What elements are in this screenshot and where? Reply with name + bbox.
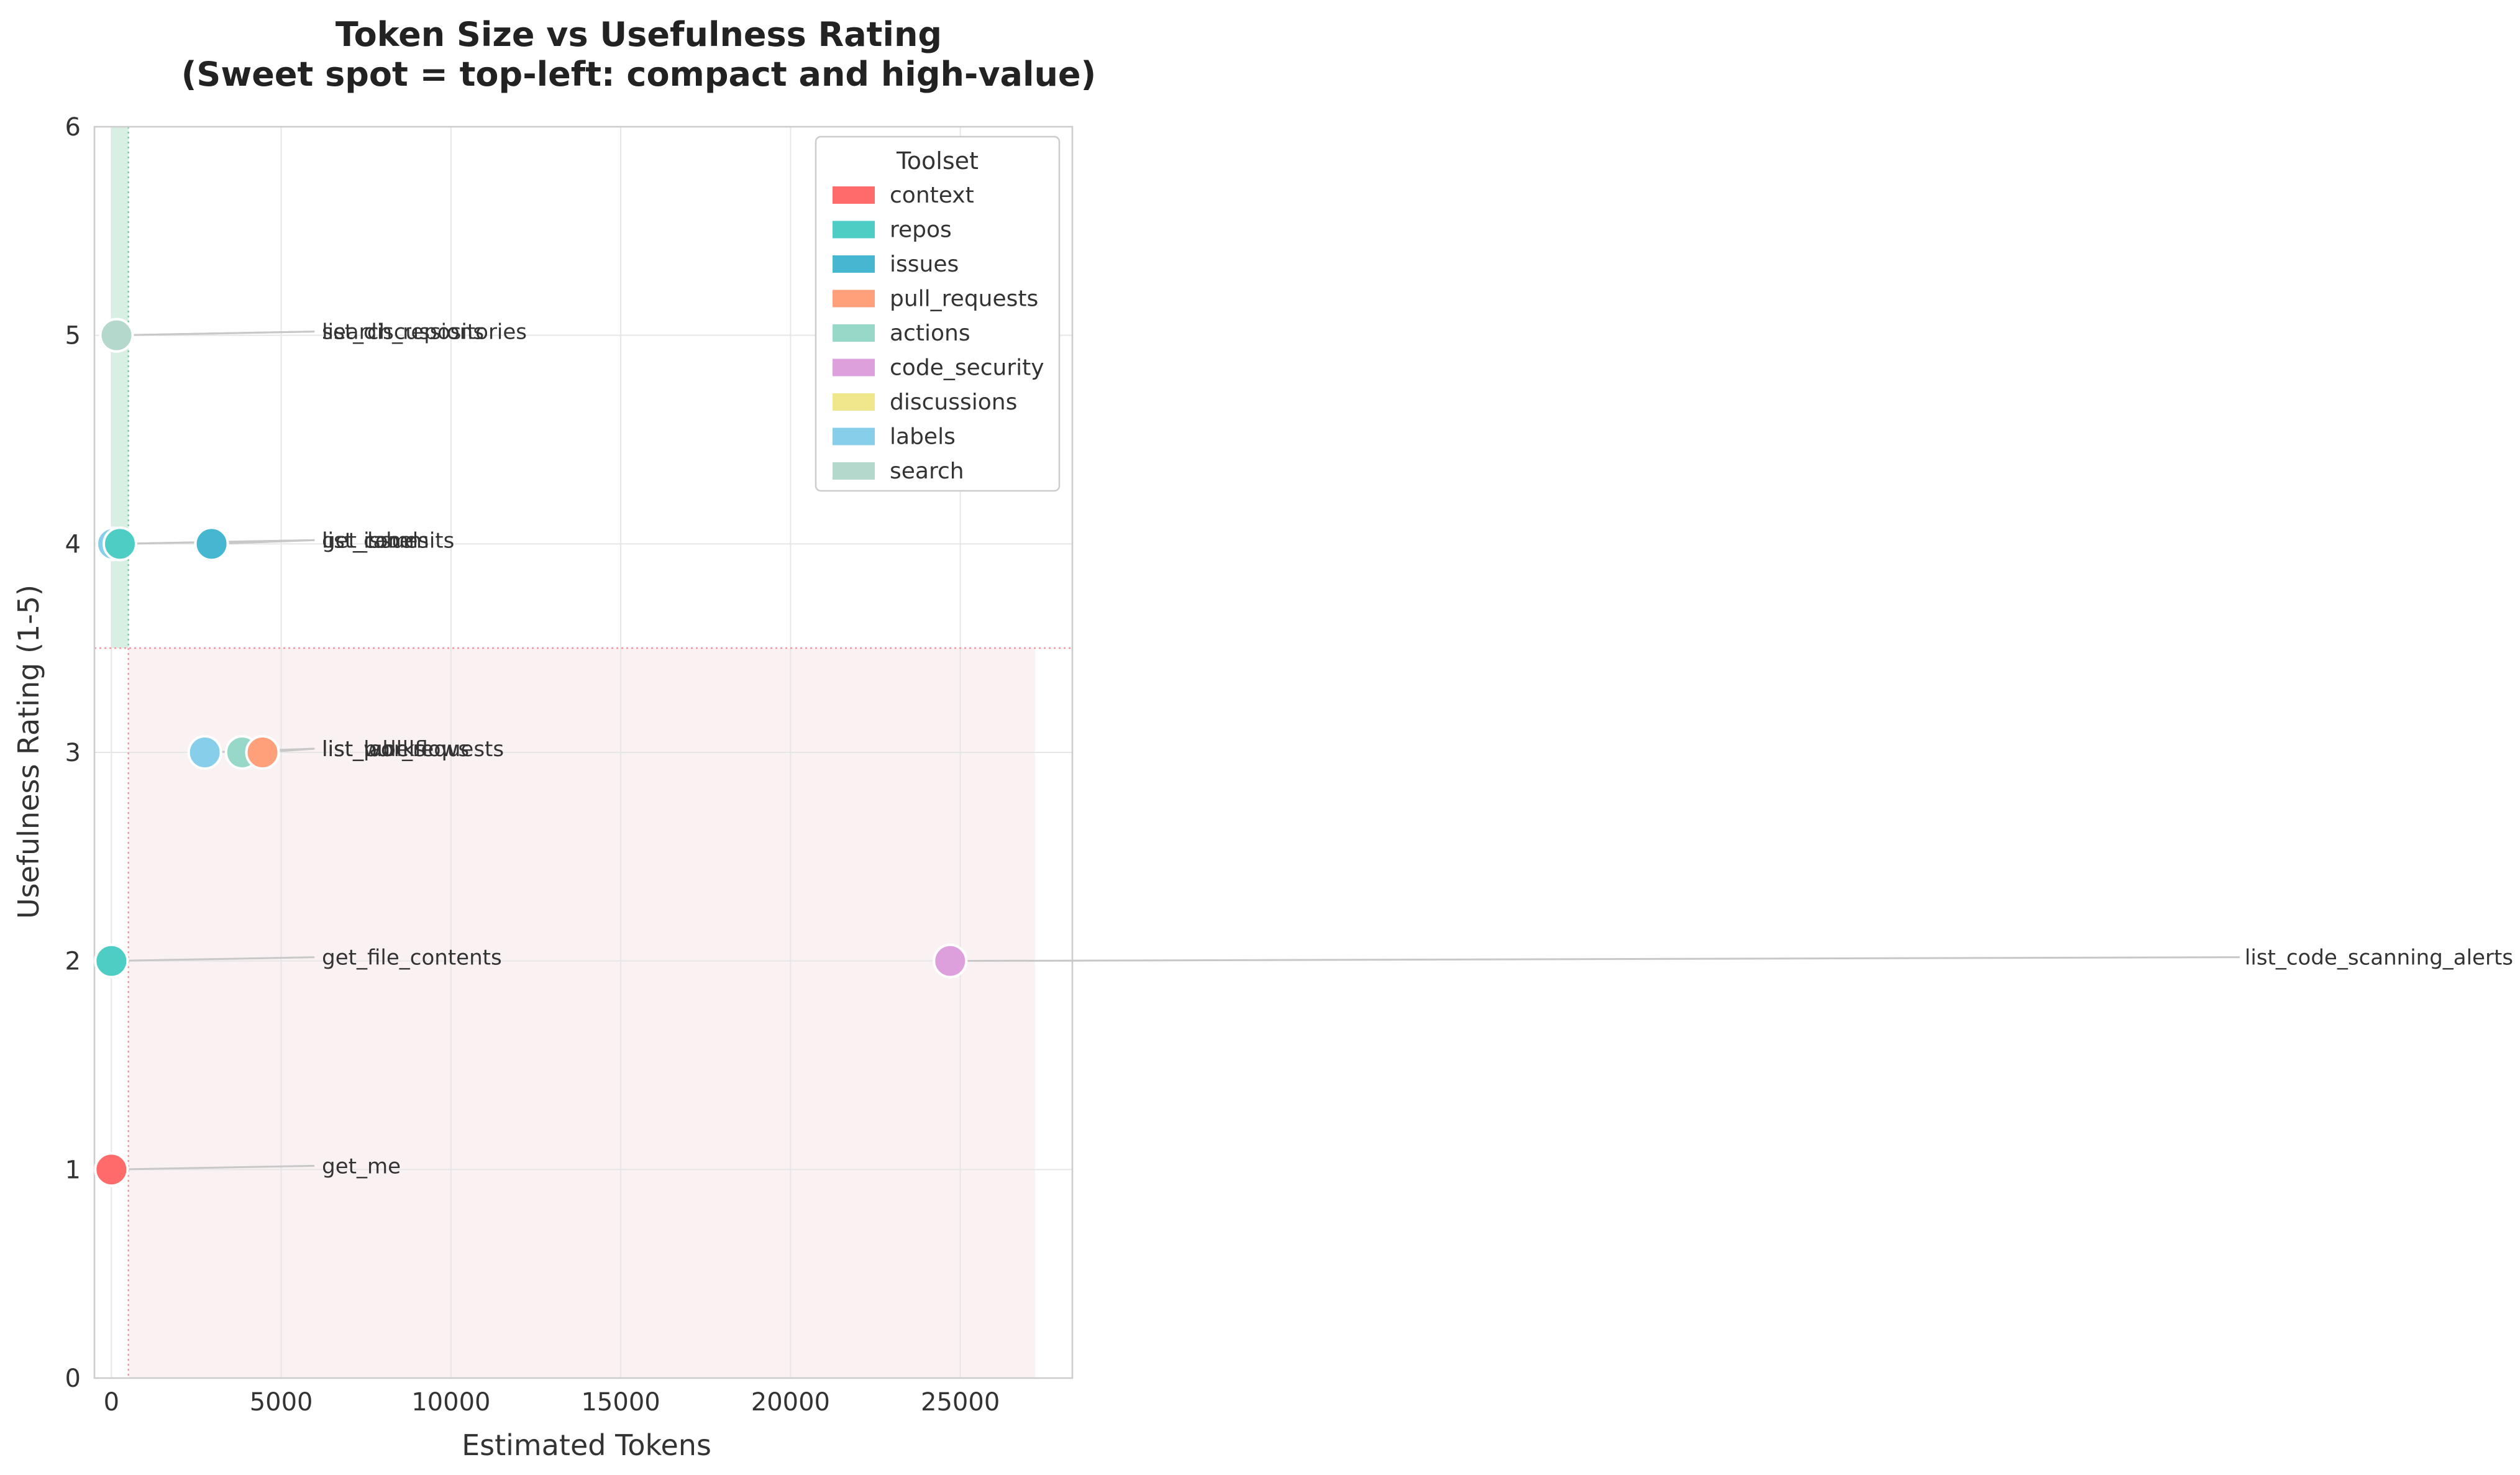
chart-title-line-1: Token Size vs Usefulness Rating [336,15,942,54]
legend-label-code_security: code_security [890,355,1044,381]
chart-title-line-2: (Sweet spot = top-left: compact and high… [181,55,1096,94]
legend-label-actions: actions [890,321,970,346]
plot-frame [93,126,1074,1379]
legend-swatch-discussions [833,393,875,411]
annotation-get_me: get_me [322,1154,401,1179]
y-tick-label: 1 [65,1156,81,1184]
point-list_issues [194,526,229,562]
y-axis-label: Usefulness Rating (1-5) [12,585,45,919]
annotation-list_commits: list_commits [322,528,454,553]
y-tick-label: 3 [65,739,81,767]
legend-label-issues: issues [890,252,959,277]
shaded-region-compact [111,127,129,649]
shaded-regions [111,127,1035,1378]
legend-label-search: search [890,459,964,484]
annotation-get_file_contents: get_file_contents [322,946,502,970]
x-tick-label: 0 [104,1388,119,1417]
x-tick-label: 15000 [581,1388,660,1417]
point-annotations: get_me get_file_contents list_code_scannin… [322,320,2513,1179]
x-tick-label: 20000 [751,1388,830,1417]
legend-box [815,135,1061,492]
x-tick-label: 10000 [411,1388,490,1417]
leader-line [111,1164,315,1171]
legend-swatch-actions [833,324,875,342]
annotation-list_labels: list_labels [322,737,426,762]
y-tick-label: 5 [65,322,81,350]
legend-swatch-labels [833,427,875,445]
legend-label-repos: repos [890,217,952,243]
y-tick-label: 6 [65,113,81,142]
annotation-list_discussions: list_discussions [322,320,484,345]
annotation-list_issues: list_issues [322,528,429,553]
y-tick-labels: 0 1 2 3 4 5 6 [65,113,81,1393]
point-list_code_scanning_alerts [933,943,968,979]
annotation-get_label: get_label [322,528,418,553]
leader-line [950,956,2240,962]
legend-swatch-repos [833,221,875,239]
point-list_commits [102,526,137,562]
point-list_pull_requests [245,735,280,770]
data-points [94,317,968,1187]
legend-swatch-code_security [833,358,875,377]
legend-swatch-context [833,186,875,204]
x-tick-label: 25000 [921,1388,1000,1417]
x-tick-label: 5000 [250,1388,313,1417]
legend-label-labels: labels [890,424,956,450]
legend-swatch-issues [833,255,875,273]
y-tick-label: 0 [65,1364,81,1393]
point-list_labels [187,735,222,770]
legend-title: Toolset [896,147,979,175]
x-tick-labels: 0 5000 10000 15000 20000 25000 [104,1388,1000,1417]
leader-line [111,956,315,962]
annotation-list_workflows: list_workflows [322,737,469,762]
shaded-region-large-low-value [128,648,1035,1378]
legend-label-context: context [890,183,974,208]
legend: Toolset context repos issues pull_requestsa… [815,135,1061,492]
annotation-list_pull_requests: list_pull_requests [322,737,504,762]
y-tick-label: 2 [65,948,81,976]
point-get_me [94,1152,129,1187]
point-search_repositories [99,317,134,353]
annotation-search_repositories: search_repositories [322,320,527,345]
annotation-list_code_scanning_alerts: list_code_scanning_alerts [2245,946,2513,970]
legend-label-pull_requests: pull_requests [890,286,1038,312]
legend-swatch-pull_requests [833,290,875,308]
y-tick-label: 4 [65,530,81,559]
legend-label-discussions: discussions [890,390,1017,415]
legend-swatch-search [833,462,875,480]
point-get_file_contents [94,943,129,979]
x-axis-label: Estimated Tokens [462,1428,711,1462]
leader-line [116,331,315,337]
